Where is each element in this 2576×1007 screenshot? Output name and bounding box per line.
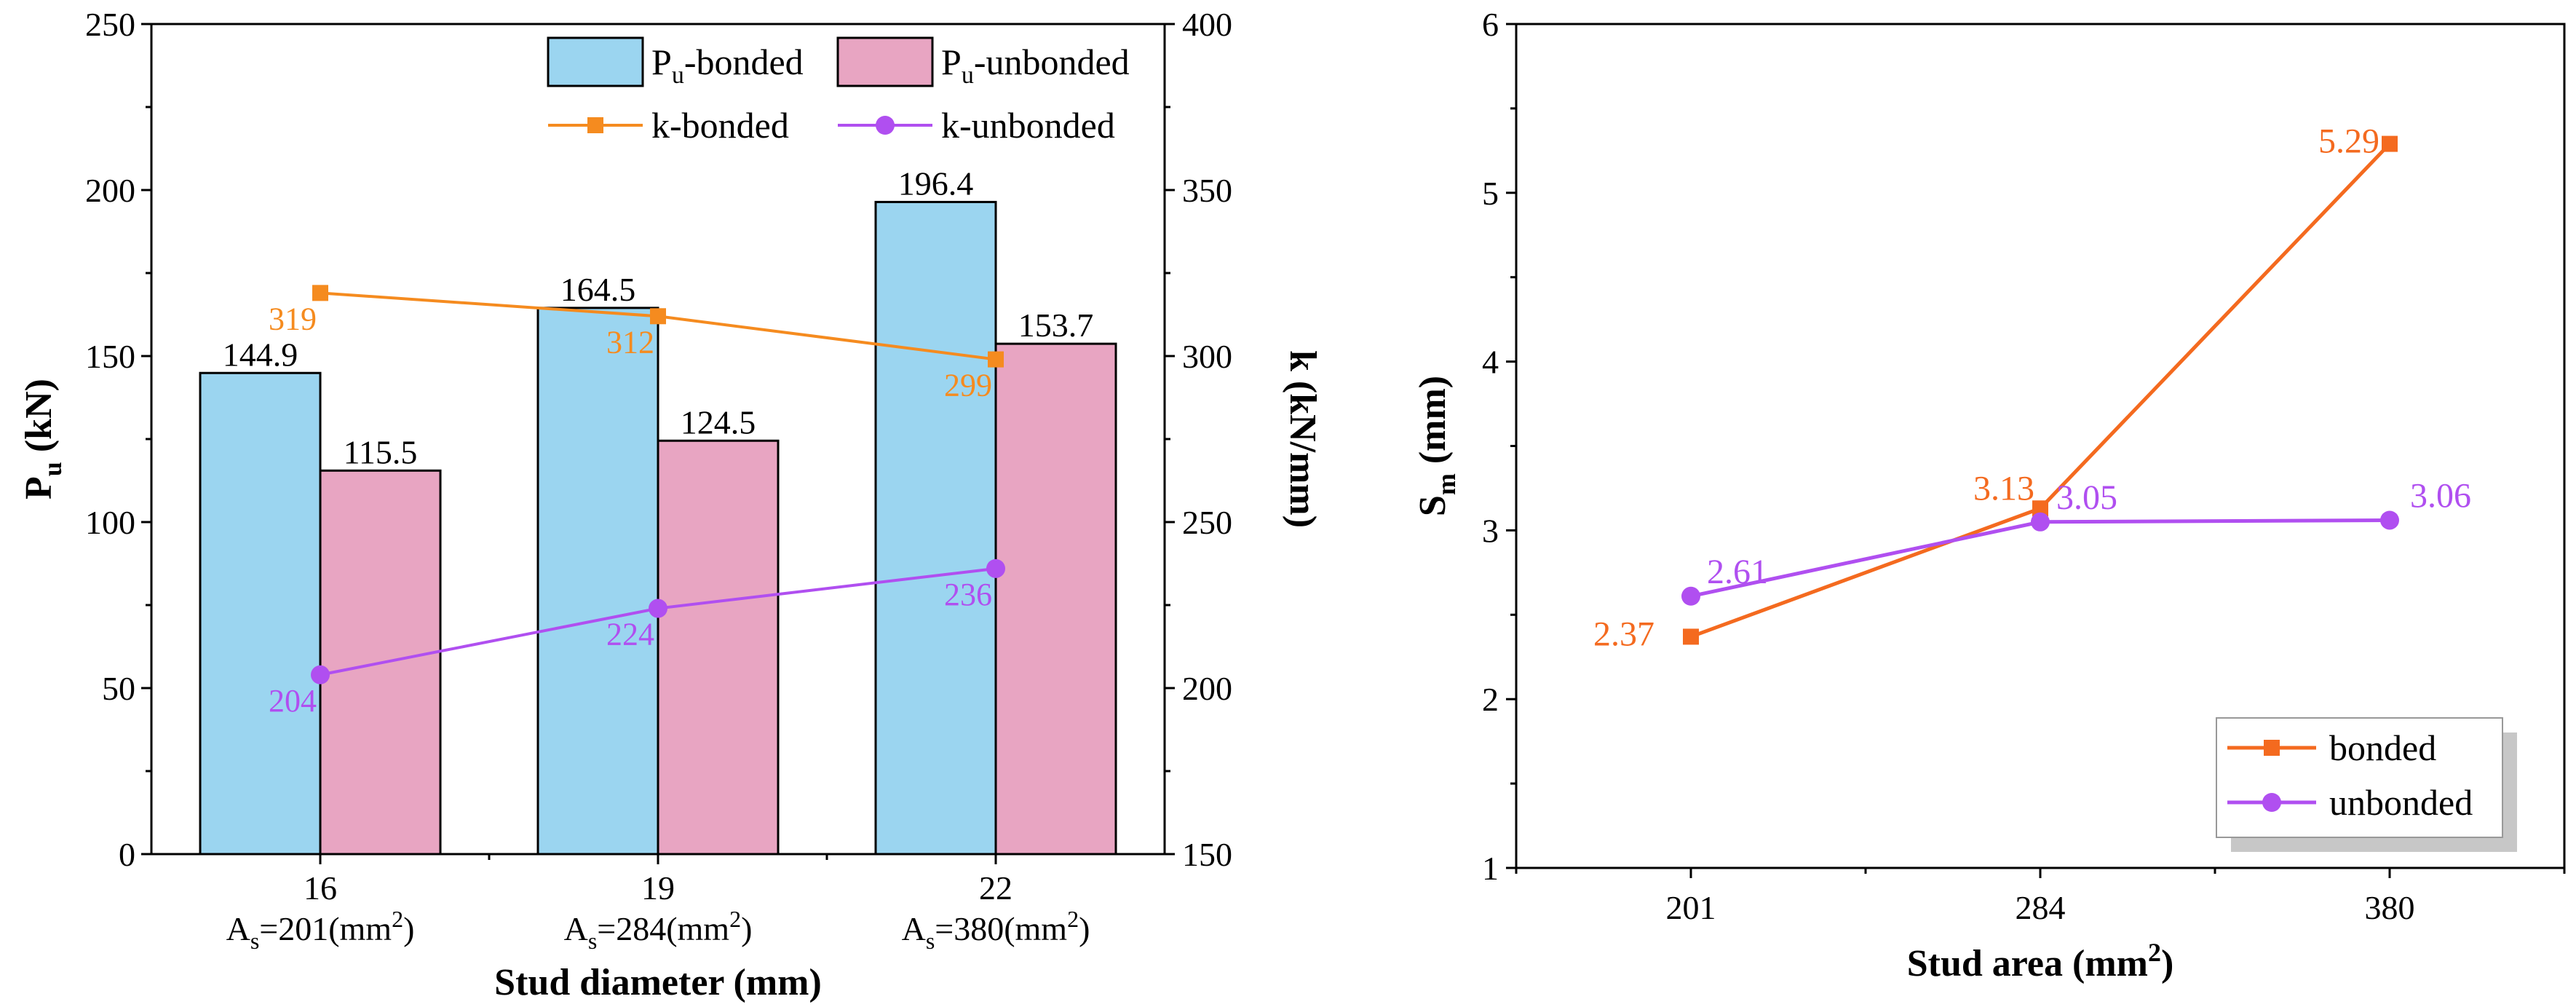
bar-value-label: 144.9 — [223, 336, 298, 373]
point-bonded-380 — [2382, 135, 2398, 152]
series-line-bonded — [1690, 142, 2391, 639]
y-axis-unit: (kN) — [18, 379, 60, 462]
line-value-label: 204 — [269, 683, 317, 719]
line-value-label: 299 — [944, 368, 992, 403]
bar-bonded-22 — [874, 200, 997, 856]
series-line-unbonded — [1690, 518, 2390, 599]
x-tick-label: 19 — [641, 869, 675, 907]
bar-bonded-19 — [536, 307, 659, 856]
point-unbonded-201 — [1681, 586, 1700, 606]
legend-marker-bonded — [2264, 740, 2280, 756]
y-right-tick-label: 400 — [1182, 6, 1232, 43]
legend-marker-k-bonded — [587, 117, 603, 133]
line-value-label: 224 — [606, 617, 654, 652]
point-k-unbonded-22 — [986, 558, 1005, 578]
y-tick-label: 5 — [1482, 175, 1499, 212]
bar-line-chart-stud-diameter: 144.9 164.5 196.4 115.5 124.5 153.7 319 312 299 2… — [18, 6, 1323, 1003]
y-right-tick-label: 350 — [1182, 172, 1232, 209]
legend: bonded unbonded — [2216, 717, 2517, 852]
legend-label: Pu-unbonded — [941, 42, 1130, 89]
y-right-tick-label: 250 — [1182, 504, 1232, 541]
point-value-label: 3.06 — [2410, 476, 2471, 515]
y-tick-label: 150 — [85, 338, 135, 375]
x-tick-sublabel: As=380(mm2) — [902, 906, 1090, 954]
y-tick-label: 4 — [1482, 344, 1499, 381]
x-axis-title: Stud area (mm2) — [1907, 938, 2174, 984]
point-bonded-284 — [2032, 500, 2048, 517]
point-value-label: 3.13 — [1973, 469, 2034, 508]
legend-label: unbonded — [2329, 782, 2473, 823]
y-tick-label: 2 — [1482, 681, 1499, 718]
point-k-bonded-22 — [988, 351, 1004, 368]
x-tick-label: 201 — [1666, 889, 1716, 926]
x-axis-title: Stud diameter (mm) — [494, 962, 822, 1003]
point-value-label: 2.37 — [1593, 615, 1654, 653]
y-tick-label: 1 — [1482, 850, 1499, 887]
point-k-unbonded-19 — [649, 599, 667, 618]
line-value-label: 236 — [944, 577, 992, 612]
y-right-tick-label: 150 — [1182, 836, 1232, 873]
point-value-label: 5.29 — [2318, 122, 2379, 161]
bar-unbonded-22 — [994, 342, 1117, 856]
bar-unbonded-19 — [657, 439, 780, 856]
line-value-label: 312 — [606, 324, 654, 360]
point-value-label: 3.05 — [2056, 478, 2117, 517]
line-chart-stud-area: 2.37 3.13 5.29 2.61 3.05 3.06 1 2 3 4 5 6 201 284 380 S… — [1412, 6, 2566, 984]
point-k-bonded-19 — [650, 308, 666, 325]
y-right-tick-label: 200 — [1182, 670, 1232, 707]
x-tick-label: 22 — [979, 869, 1012, 907]
legend-marker-unbonded — [2262, 793, 2281, 812]
y-tick-label: 250 — [85, 6, 135, 43]
y-tick-label: 100 — [85, 504, 135, 541]
bar-bonded-16 — [199, 371, 322, 856]
legend-label: k-bonded — [651, 105, 789, 146]
legend-label: bonded — [2329, 727, 2436, 768]
line-value-label: 319 — [269, 301, 317, 336]
legend-box — [2216, 717, 2503, 838]
bar-value-label: 164.5 — [560, 271, 636, 308]
bar-value-label: 153.7 — [1018, 307, 1094, 344]
bar-value-label: 115.5 — [344, 433, 418, 470]
point-unbonded-284 — [2031, 512, 2050, 532]
legend-label: k-unbonded — [941, 105, 1115, 146]
y-tick-label: 3 — [1482, 512, 1499, 549]
y-tick-label: 0 — [119, 836, 135, 873]
point-unbonded-380 — [2380, 510, 2399, 530]
point-bonded-201 — [1683, 628, 1699, 645]
bar-value-label: 124.5 — [681, 403, 756, 441]
y-tick-label: 50 — [102, 670, 135, 707]
y-axis-title: Sm (mm) — [1412, 376, 1461, 516]
x-tick-label: 380 — [2365, 889, 2415, 926]
point-value-label: 2.61 — [1707, 553, 1768, 591]
point-k-unbonded-16 — [311, 665, 330, 684]
point-k-bonded-16 — [312, 285, 328, 301]
y-tick-label: 200 — [85, 172, 135, 209]
x-tick-label: 284 — [2016, 889, 2066, 926]
legend-swatch-1 — [836, 36, 934, 87]
legend-label: Pu-bonded — [651, 42, 804, 89]
bar-value-label: 196.4 — [898, 165, 974, 202]
x-tick-sublabel: As=201(mm2) — [226, 906, 415, 954]
x-tick-label: 16 — [304, 869, 337, 907]
legend-swatch-0 — [547, 36, 644, 87]
legend-marker-k-unbonded — [876, 116, 895, 135]
y-right-axis-title: k (kN/mm) — [1282, 350, 1323, 528]
y-tick-label: 6 — [1482, 6, 1499, 43]
x-tick-sublabel: As=284(mm2) — [564, 906, 753, 954]
y-axis-title: Pu (kN) — [18, 379, 67, 499]
y-right-tick-label: 300 — [1182, 338, 1232, 375]
legend: Pu-bonded Pu-unbonded k-bonded k-unbonded — [547, 36, 1130, 146]
